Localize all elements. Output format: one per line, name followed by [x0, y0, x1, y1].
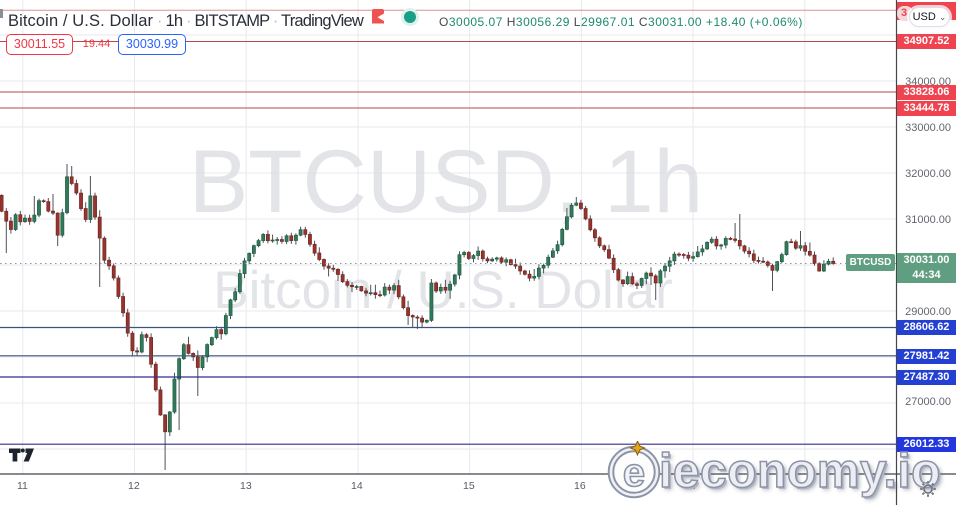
svg-text:e: e: [623, 451, 645, 495]
svg-text:BTCUSD, 1h: BTCUSD, 1h: [189, 131, 703, 231]
svg-text:Bitcoin / U.S. Dollar: Bitcoin / U.S. Dollar: [213, 261, 672, 320]
